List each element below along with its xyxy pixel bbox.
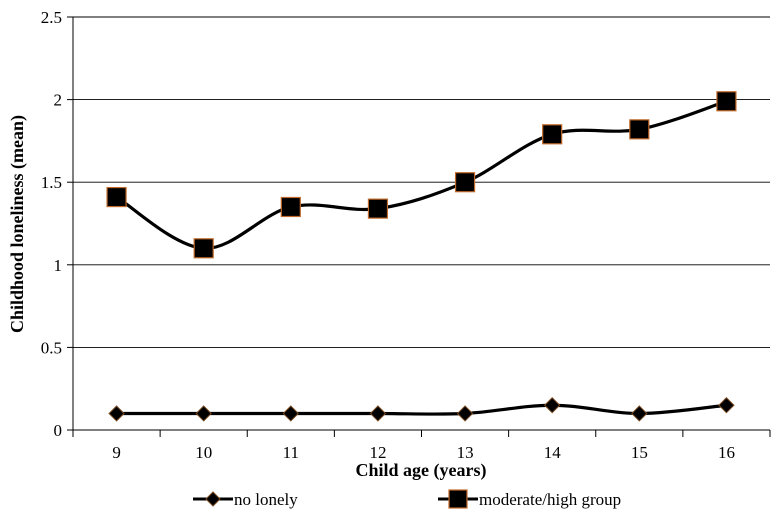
y-tick-label-2: 2	[54, 91, 63, 110]
x-tick-label-11: 11	[283, 443, 299, 462]
x-axis-title: Child age (years)	[356, 460, 487, 481]
x-tick-label-14: 14	[544, 443, 562, 462]
series-no-lonely	[108, 397, 735, 422]
y-axis-title: Childhood loneliness (mean)	[7, 115, 28, 333]
y-tick-label-2.5: 2.5	[41, 8, 62, 27]
legend-item-moderate-high: moderate/high group	[438, 489, 621, 509]
point-moderate-high-group-9	[106, 186, 127, 208]
point-no-lonely-15	[631, 405, 648, 422]
y-tick-label-0: 0	[54, 421, 63, 440]
legend-item-no-lonely: no lonely	[193, 490, 298, 509]
legend-label-moderate-high: moderate/high group	[479, 490, 621, 509]
y-tick-label-0.5: 0.5	[41, 338, 62, 357]
x-tick-label-15: 15	[631, 443, 648, 462]
x-tick-label-10: 10	[195, 443, 212, 462]
point-no-lonely-9	[108, 405, 125, 422]
point-moderate-high-group-10	[193, 238, 214, 259]
point-no-lonely-11	[282, 405, 300, 422]
point-moderate-high-group-11	[280, 196, 301, 218]
legend-marker-no-lonely	[205, 491, 221, 507]
legend-marker-moderate-high	[448, 489, 468, 509]
point-no-lonely-13	[456, 405, 474, 422]
point-no-lonely-16	[718, 397, 735, 414]
point-moderate-high-group-16	[716, 91, 737, 112]
x-tick-labels: 9 10 11 12 13 14 15 16	[112, 443, 735, 462]
series-layer	[106, 91, 737, 422]
legend: no lonely moderate/high group	[193, 489, 621, 509]
axes	[67, 16, 771, 437]
point-moderate-high-group-13	[454, 172, 476, 193]
x-tick-label-13: 13	[457, 443, 474, 462]
point-moderate-high-group-12	[367, 198, 389, 219]
point-no-lonely-14	[543, 397, 561, 414]
point-no-lonely-12	[369, 405, 387, 422]
y-tick-label-1.5: 1.5	[41, 173, 62, 192]
y-tick-label-1: 1	[54, 256, 63, 275]
x-tick-label-9: 9	[112, 443, 121, 462]
x-tick-label-16: 16	[718, 443, 735, 462]
y-tick-labels: 0 0.5 1 1.5 2 2.5	[41, 8, 62, 440]
point-moderate-high-group-15	[629, 119, 650, 140]
point-moderate-high-group-14	[542, 124, 563, 145]
legend-label-no-lonely: no lonely	[234, 490, 298, 509]
x-tick-label-12: 12	[369, 443, 386, 462]
gridlines	[73, 16, 770, 348]
series-line-no-lonely	[116, 403, 727, 416]
point-no-lonely-10	[195, 405, 212, 422]
series-moderate-high-group	[106, 91, 737, 259]
